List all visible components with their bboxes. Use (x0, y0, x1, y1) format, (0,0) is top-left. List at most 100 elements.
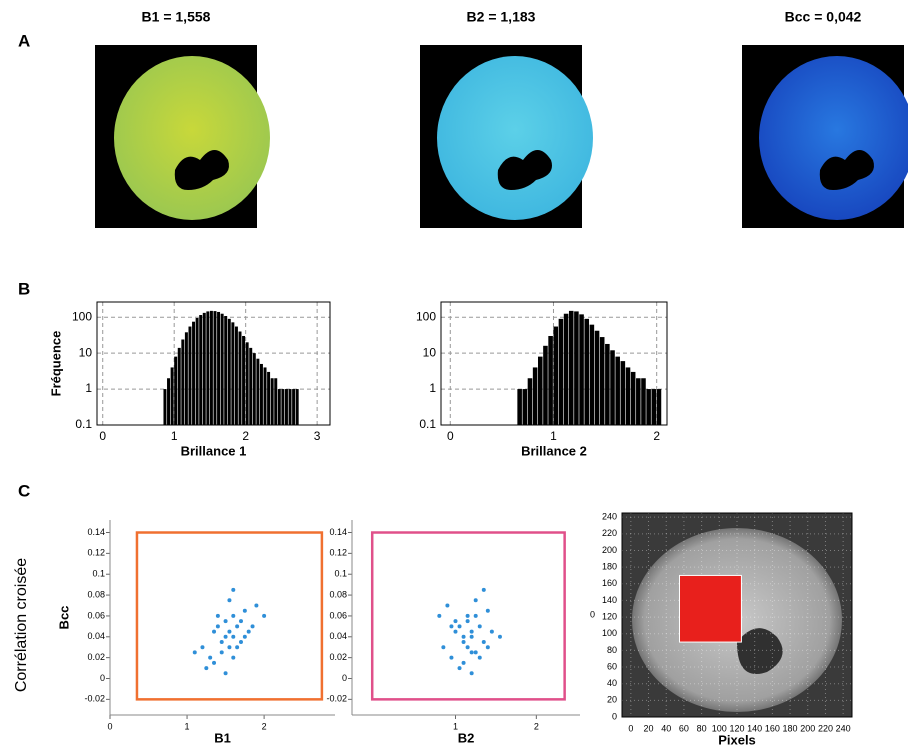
point (497, 634, 502, 639)
point (473, 650, 478, 655)
point (200, 645, 205, 650)
bar (281, 389, 285, 425)
point (473, 613, 478, 618)
y-tick-label: 40 (607, 678, 617, 688)
bar (646, 389, 651, 425)
y-tick-label: 220 (602, 528, 617, 538)
y-tick-label: 0.12 (329, 548, 347, 558)
bar (209, 310, 213, 425)
point (235, 624, 240, 629)
bar (174, 356, 178, 425)
plot-frame (440, 301, 668, 426)
bar (288, 389, 292, 425)
point (215, 624, 220, 629)
bar (610, 350, 615, 425)
point (473, 598, 478, 603)
point (208, 655, 213, 660)
x-tick-label: 80 (697, 723, 707, 733)
point (461, 634, 466, 639)
bar (651, 389, 657, 425)
x-tick-label: 120 (729, 723, 744, 733)
point (469, 629, 474, 634)
x-tick-label: 100 (712, 723, 727, 733)
y-tick-label: 0 (612, 711, 617, 721)
bar (615, 356, 620, 425)
y-tick-label: 180 (602, 561, 617, 571)
bar (274, 378, 278, 425)
annotation: 0 (590, 609, 595, 619)
bar (522, 389, 528, 425)
point (204, 666, 209, 671)
point (231, 613, 236, 618)
bar (177, 347, 181, 425)
nucleolus (737, 628, 783, 675)
bar (163, 389, 167, 425)
bar (217, 311, 221, 425)
side-label: Corrélation croisée (13, 558, 30, 692)
bar (599, 337, 605, 425)
bar (202, 312, 206, 425)
bar (213, 311, 217, 425)
bar (231, 322, 235, 425)
bar (188, 326, 192, 425)
x-tick-label: 0 (628, 723, 633, 733)
plot-frame (96, 301, 331, 426)
y-tick-label: 0 (100, 673, 105, 683)
bar (277, 389, 281, 425)
point (449, 624, 454, 629)
bar (199, 315, 203, 425)
point (461, 660, 466, 665)
bar (292, 389, 296, 425)
image-a2 (420, 45, 593, 228)
image-title: B1 = 1,558 (142, 9, 211, 25)
y-tick-label: 60 (607, 661, 617, 671)
y-tick-label: 1 (429, 381, 436, 395)
point (254, 603, 259, 608)
point (465, 619, 470, 624)
bar (259, 363, 263, 425)
bar (568, 310, 574, 425)
y-tick-label: 240 (602, 512, 617, 522)
point (441, 645, 446, 650)
point (457, 666, 462, 671)
x-tick-label: 240 (836, 723, 851, 733)
x-tick-label: 60 (679, 723, 689, 733)
point (481, 587, 486, 592)
bar (224, 316, 228, 425)
y-tick-label: 20 (607, 695, 617, 705)
bar (220, 313, 224, 425)
bar (538, 356, 543, 425)
panel-label: A (18, 31, 30, 50)
point (469, 650, 474, 655)
point (469, 671, 474, 676)
x-tick-label: 2 (653, 429, 660, 443)
bar (249, 347, 253, 425)
point (212, 629, 217, 634)
y-tick-label: 0.12 (87, 548, 105, 558)
y-tick-label: 10 (423, 345, 437, 359)
y-tick-label: 0.1 (92, 569, 105, 579)
point (242, 608, 247, 613)
x-axis-label: Brillance 2 (521, 443, 587, 458)
point (231, 634, 236, 639)
y-tick-label: 0.14 (87, 527, 105, 537)
y-tick-label: 0.1 (419, 417, 436, 431)
x-tick-label: 0 (99, 429, 106, 443)
y-tick-label: 0.02 (329, 652, 347, 662)
point (192, 650, 197, 655)
bar (192, 321, 196, 425)
bar (579, 314, 584, 425)
image-title: B2 = 1,183 (467, 9, 536, 25)
bar (295, 389, 299, 425)
bar (252, 353, 256, 425)
y-tick-label: 0.1 (334, 569, 347, 579)
bar (267, 371, 271, 425)
bar (630, 371, 636, 425)
gate (135, 531, 324, 701)
x-tick-label: 160 (765, 723, 780, 733)
y-tick-label: 0 (342, 673, 347, 683)
point (223, 619, 228, 624)
bar (263, 367, 267, 425)
bar (656, 389, 662, 425)
point (477, 655, 482, 660)
